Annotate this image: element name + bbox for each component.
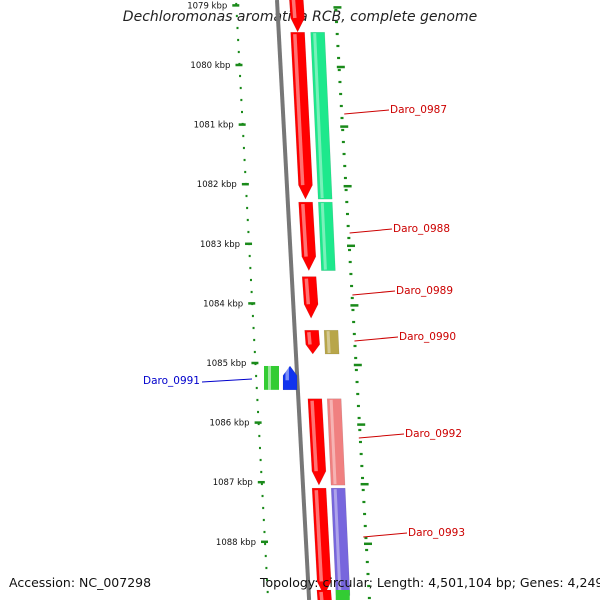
label-leader (363, 532, 408, 538)
gene-box-daro_0990 (323, 329, 340, 355)
gene-label-daro_0991: Daro_0991 (143, 375, 200, 387)
tick-label: 1082 kbp (197, 180, 237, 190)
cds-arrow-daro_0988-highlight (301, 203, 308, 257)
cds-arrow-partial-top-highlight (291, 0, 297, 19)
tick-label: 1088 kbp (216, 538, 256, 548)
gene-box-highlight (329, 399, 337, 485)
cds-arrow-daro_0993 (311, 487, 332, 596)
gene-label-daro_0989: Daro_0989 (396, 285, 453, 297)
gene-box-daro_0991 (264, 365, 279, 390)
cds-arrow-daro_0990 (304, 329, 321, 355)
cds-arrow-daro_0990-highlight (307, 332, 312, 345)
backbone-line (275, 0, 312, 600)
tick-label: 1084 kbp (203, 299, 243, 309)
tick-label: 1087 kbp (213, 478, 253, 488)
gene-box-highlight (313, 33, 324, 199)
cds-arrow-daro_0989 (301, 276, 319, 319)
gene-box-highlight (333, 489, 342, 595)
tick-label: 1079 kbp (187, 1, 227, 11)
cds-arrow-daro_0987-highlight (293, 34, 305, 186)
label-leader (358, 433, 405, 439)
gene-box-highlight (320, 203, 327, 270)
gene-label-daro_0990: Daro_0990 (399, 331, 456, 343)
cds-arrow-daro_0989-highlight (304, 278, 311, 305)
gene-box-daro_0993 (330, 487, 351, 596)
gene-label-daro_0987: Daro_0987 (390, 104, 447, 116)
cds-arrow-daro_0992 (307, 398, 327, 486)
tick-label: 1086 kbp (210, 419, 250, 429)
tick-label: 1081 kbp (194, 121, 234, 131)
tick-label: 1083 kbp (200, 240, 240, 250)
label-leader (349, 228, 393, 234)
label-leader (201, 378, 253, 383)
gene-label-daro_0992: Daro_0992 (405, 428, 462, 440)
gene-box-highlight (326, 331, 331, 354)
gene-box-daro_0992 (326, 398, 346, 486)
gene-box-highlight (268, 365, 271, 390)
genome-summary-text: Topology: circular; Length: 4,501,104 bp… (260, 575, 600, 590)
gene-box-daro_0988 (318, 201, 336, 271)
label-leader (352, 290, 396, 296)
cds-arrow-partial-bottom-highlight (319, 591, 324, 600)
gene-label-daro_0988: Daro_0988 (393, 223, 450, 235)
cds-arrow-daro_0988 (298, 201, 317, 272)
tick-label: 1080 kbp (190, 61, 230, 71)
gene-label-daro_0993: Daro_0993 (408, 527, 465, 539)
tick-label: 1085 kbp (206, 359, 246, 369)
accession-text: Accession: NC_007298 (9, 575, 152, 590)
gene-box-partial-bottom (335, 590, 350, 600)
cds-arrow-daro_0987 (290, 31, 313, 200)
cds-arrow-partial-top (289, 0, 305, 33)
cds-arrow-partial-bottom (316, 589, 332, 600)
cds-arrow-daro_0992-highlight (310, 400, 318, 472)
cds-arrow-daro_0993-highlight (314, 490, 324, 582)
label-leader (344, 109, 390, 115)
gene-box-daro_0987 (310, 31, 333, 200)
cds-arrow-daro_0991 (282, 365, 298, 391)
label-leader (354, 336, 399, 342)
